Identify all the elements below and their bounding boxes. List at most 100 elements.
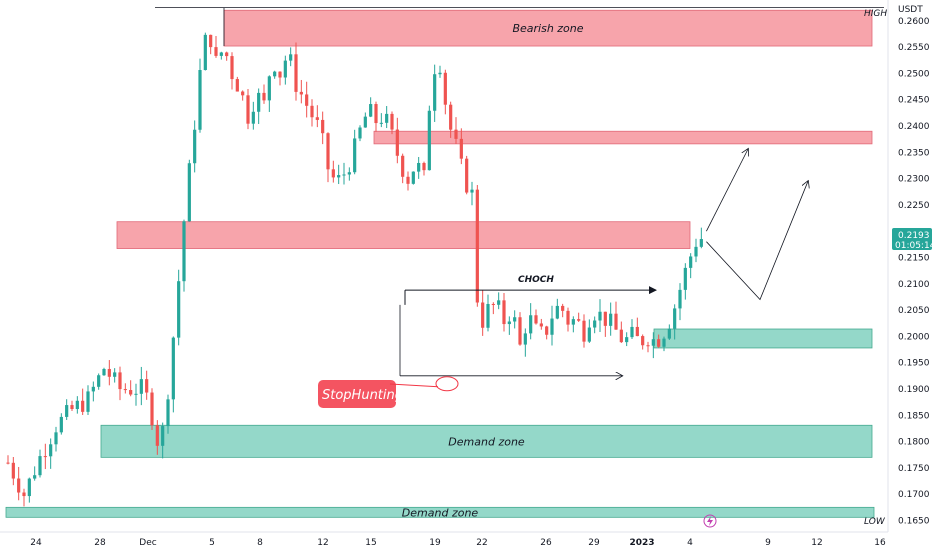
candle-body-116	[625, 337, 629, 343]
candle-body-27	[150, 392, 154, 426]
candle-body-48	[262, 92, 266, 101]
candle-body-90	[486, 303, 490, 328]
candle-body-80	[433, 74, 437, 111]
candle-body-58	[315, 117, 319, 120]
candle-body-111	[598, 311, 602, 321]
zones-layer: Bearish zone Demand zone Demand zone	[5, 9, 875, 519]
candle-body-30	[166, 399, 170, 427]
time-tick-7: 19	[429, 538, 441, 548]
candle-body-40	[219, 52, 223, 56]
candle-body-4	[27, 478, 31, 497]
candle-body-107	[577, 319, 581, 321]
candle-body-43	[235, 79, 239, 92]
demand-zone-mid-label: Demand zone	[448, 435, 525, 448]
candle-body-8	[49, 444, 53, 457]
candle-body-49	[267, 76, 271, 101]
time-axis[interactable]: 24 28 Dec 5 8 12 15 19 22 26 29 2023 4 9 12 16	[0, 531, 888, 548]
price-tick-12: 0.1950	[898, 359, 930, 369]
stop-hunting-circle	[435, 376, 459, 392]
candle-body-44	[241, 91, 245, 96]
last-price-value: 0.2193	[898, 231, 930, 241]
candle-body-50	[273, 71, 277, 77]
candle-body-23	[129, 390, 133, 395]
candle-body-57	[310, 105, 314, 118]
candle-body-125	[673, 308, 677, 329]
candle-body-61	[331, 169, 335, 178]
candle-body-12	[70, 405, 74, 410]
candle-body-46	[251, 111, 255, 124]
candle-body-42	[230, 56, 234, 80]
candle-body-33	[182, 221, 186, 282]
time-tick-15: 16	[874, 538, 886, 548]
price-tick-15: 0.1800	[898, 438, 930, 448]
price-axis[interactable]: 0.2600 0.2550 0.2500 0.2450 0.2400 0.2350 0.23…	[887, 0, 930, 532]
candle-body-129	[694, 246, 698, 257]
price-tick-18: 0.1650	[898, 516, 930, 526]
candle-body-86	[465, 158, 469, 193]
candle-body-19	[107, 368, 111, 377]
price-tick-8: 0.2150	[898, 253, 930, 263]
time-tick-0: 24	[30, 538, 42, 548]
candle-body-92	[497, 300, 501, 305]
candle-body-75	[406, 176, 410, 184]
candle-body-105	[566, 310, 570, 325]
annotations-layer	[155, 7, 884, 392]
candle-body-26	[145, 379, 149, 393]
candle-body-83	[449, 104, 453, 130]
candle-body-110	[593, 320, 597, 328]
candle-body-47	[257, 92, 261, 112]
candle-body-126	[678, 289, 682, 309]
lightning-icon[interactable]	[703, 514, 717, 528]
candle-body-112	[603, 311, 607, 326]
candle-body-53	[289, 54, 293, 61]
price-tick-13: 0.1900	[898, 385, 930, 395]
candle-body-101	[545, 326, 549, 335]
high-label: HIGH	[864, 9, 887, 19]
candle-body-36	[198, 70, 202, 130]
price-tick-16: 0.1750	[898, 464, 930, 474]
candle-body-22	[123, 389, 127, 391]
price-tick-7: 0.2250	[898, 201, 930, 211]
candle-body-94	[507, 321, 511, 325]
candle-body-130	[699, 239, 703, 247]
candle-body-6	[38, 456, 42, 476]
stop-hunting-badge: StopHunting	[318, 380, 403, 408]
candle-body-54	[294, 54, 298, 92]
low-label: LOW	[864, 517, 886, 527]
last-price-badge: 0.2193 01:05:14	[892, 228, 932, 251]
candle-body-5	[33, 475, 37, 479]
candle-body-71	[385, 113, 389, 123]
choch-label: CHOCH	[518, 275, 554, 285]
price-tick-2: 0.2500	[898, 69, 930, 79]
candle-body-74	[401, 155, 405, 177]
candle-body-67	[363, 116, 367, 128]
candle-body-14	[81, 400, 85, 412]
candle-body-32	[177, 281, 181, 338]
candle-body-16	[91, 386, 95, 392]
candle-body-88	[475, 189, 479, 303]
candle-body-70	[379, 122, 383, 124]
candle-body-66	[358, 127, 362, 139]
candle-body-3	[22, 492, 26, 497]
candle-body-87	[470, 189, 474, 193]
projection-arrow-swing	[706, 181, 808, 301]
candle-body-68	[369, 104, 373, 117]
price-tick-17: 0.1700	[898, 490, 930, 500]
demand-zone-bottom-label: Demand zone	[402, 506, 479, 519]
candle-body-98	[529, 315, 533, 334]
candle-body-81	[438, 72, 442, 75]
candle-body-128	[689, 256, 693, 268]
candle-body-82	[443, 72, 447, 105]
price-tick-3: 0.2450	[898, 96, 930, 106]
candle-body-121	[651, 339, 655, 346]
candle-body-35	[193, 129, 197, 164]
candle-body-45	[246, 95, 250, 124]
candle-body-60	[326, 133, 330, 170]
candle-body-118	[635, 326, 639, 337]
candle-body-37	[203, 34, 207, 71]
price-tick-0: 0.2600	[898, 17, 930, 27]
candle-body-109	[587, 327, 591, 342]
supply-zone-mid	[373, 130, 873, 145]
